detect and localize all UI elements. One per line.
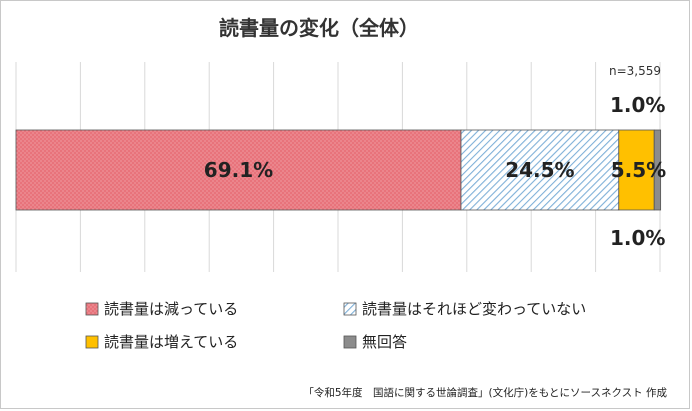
legend-decreased-label: 読書量は減っている [104, 300, 238, 318]
bar-segments [15, 129, 662, 211]
bar-segment-increased [618, 129, 655, 211]
data-label-decreased: 69.1% [204, 158, 273, 182]
legend-no-answer-label: 無回答 [362, 333, 407, 351]
legend-no-answer-swatch [343, 335, 357, 349]
data-label-no-answer: 1.0% [610, 93, 665, 117]
data-label-no-answer-below: 1.0% [610, 226, 665, 250]
sample-size-label: n=3,559 [609, 64, 661, 78]
legend-increased-label: 読書量は増えている [104, 333, 238, 351]
bar-segment-unchanged [460, 129, 620, 211]
data-label-unchanged: 24.5% [505, 158, 574, 182]
bar-segment-decreased [15, 129, 462, 211]
legend-unchanged-swatch [343, 302, 357, 316]
source-note: 「令和5年度 国語に関する世論調査」(文化庁)をもとにソースネクスト 作成 [303, 386, 667, 399]
legend-increased-swatch [85, 335, 99, 349]
bar-segment-no-answer [653, 129, 662, 211]
data-label-increased: 5.5% [611, 158, 666, 182]
legend-unchanged-label: 読書量はそれほど変わっていない [362, 300, 586, 318]
data-labels: 69.1% 24.5% 5.5% 1.0% [204, 93, 666, 182]
legend-decreased-swatch [85, 302, 99, 316]
chart-title: 読書量の変化（全体） [219, 16, 419, 40]
